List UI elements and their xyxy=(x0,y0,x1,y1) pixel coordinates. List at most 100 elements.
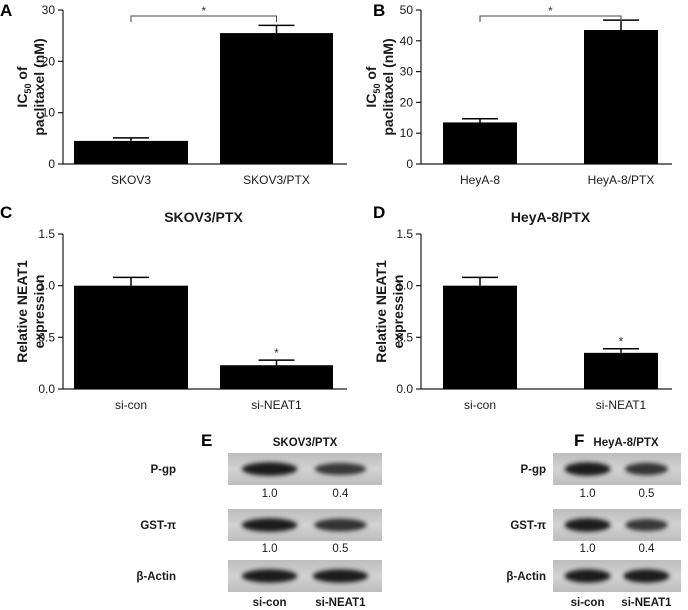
lane-label: si-NEAT1 xyxy=(315,597,366,609)
y-axis-label: Relative NEAT1expression xyxy=(373,260,406,363)
lane-label: si-con xyxy=(571,597,605,609)
blot-band xyxy=(312,569,369,583)
bar-si-neat1 xyxy=(220,365,333,389)
significance-star: * xyxy=(548,4,553,18)
y-axis-label-sub: 50 xyxy=(372,84,382,94)
blot-row-label: P-gp xyxy=(520,464,546,476)
y-tick-label: 20 xyxy=(42,54,56,68)
chart-panel-d: D HeyA-8/PTX 0.0 0.5 1.0 1.5 Relative NEAT1exp… xyxy=(373,203,672,412)
y-axis-label-rest: of xyxy=(14,66,30,83)
blot-band xyxy=(564,518,611,532)
y-tick-label: 0.5 xyxy=(38,330,55,344)
x-tick-label: SKOV3 xyxy=(111,173,151,187)
x-tick-label: SKOV3/PTX xyxy=(243,173,310,187)
x-tick-label: HeyA-8/PTX xyxy=(588,173,655,187)
significance-bracket xyxy=(479,15,622,22)
blot-row-p-gp: P-gp 1.0 0.4 xyxy=(150,453,382,500)
blot-band xyxy=(241,569,298,583)
x-tick-label: si-NEAT1 xyxy=(596,398,647,412)
blot-band xyxy=(314,518,367,532)
blot-band xyxy=(314,462,367,476)
blot-row--actin: β-Actin xyxy=(506,560,681,592)
blot-row-label: β-Actin xyxy=(506,571,546,583)
band-quantification: 0.5 xyxy=(638,488,654,500)
blot-band xyxy=(623,569,670,583)
y-axis-label-line1: IC50 of xyxy=(363,66,382,107)
significance-star: * xyxy=(201,4,206,18)
blot-row-p-gp: P-gp 1.0 0.5 xyxy=(520,453,681,500)
y-axis-label-line1: Relative NEAT1 xyxy=(373,260,389,363)
bar-si-neat1 xyxy=(584,352,658,389)
y-axis-label: Relative NEAT1expression xyxy=(14,260,47,363)
western-blot-panel-e: E SKOV3/PTX P-gp 1.0 0.4 GST-π 1.0 0.5 β-Actin si… xyxy=(136,431,382,609)
blot-row-gst-: GST-π 1.0 0.5 xyxy=(140,509,382,555)
y-axis-label-ic: IC xyxy=(363,94,379,108)
bar-si-con xyxy=(74,285,188,389)
y-tick-label: 40 xyxy=(400,34,414,48)
y-axis-label-sub: 50 xyxy=(23,84,33,94)
y-axis-label-line2: paclitaxel (nM) xyxy=(380,38,396,135)
y-tick-label: 30 xyxy=(42,3,56,17)
blot-band xyxy=(241,462,298,476)
y-tick-label: 10 xyxy=(42,106,56,120)
blot-band xyxy=(564,569,611,583)
significance-star: * xyxy=(619,335,624,349)
lane-label: si-con xyxy=(253,597,287,609)
blot-band xyxy=(624,462,669,476)
y-tick-label: 0.0 xyxy=(38,382,55,396)
blot-title: SKOV3/PTX xyxy=(273,437,338,449)
significance-bracket xyxy=(130,15,277,22)
chart-panel-a: A 0 10 20 30 IC50 ofpaclitaxel (nM) SKOV3 SKOV3… xyxy=(0,1,347,187)
blot-row-label: β-Actin xyxy=(136,571,176,583)
y-axis-label-rest: of xyxy=(363,66,379,83)
significance-star: * xyxy=(274,346,279,360)
bar-skov3-ptx xyxy=(220,33,333,164)
blot-band xyxy=(241,518,298,532)
x-tick-label: si-con xyxy=(464,398,496,412)
y-tick-label: 20 xyxy=(400,95,414,109)
y-tick-label: 0 xyxy=(406,157,413,171)
lane-label: si-NEAT1 xyxy=(621,597,672,609)
y-axis-label-line2: paclitaxel (nM) xyxy=(31,38,47,135)
band-quantification: 1.0 xyxy=(580,488,596,500)
y-axis-label-line1: Relative NEAT1 xyxy=(14,260,30,363)
chart-title: HeyA-8/PTX xyxy=(511,209,591,225)
y-axis-label: IC50 ofpaclitaxel (nM) xyxy=(363,38,396,135)
band-quantification: 0.4 xyxy=(638,543,655,555)
band-quantification: 0.5 xyxy=(332,543,348,555)
y-axis-label-line1: IC50 of xyxy=(14,66,33,107)
panel-letter: B xyxy=(373,1,385,20)
bar-skov3 xyxy=(74,140,188,164)
band-quantification: 0.4 xyxy=(332,488,349,500)
y-tick-label: 1.5 xyxy=(396,227,413,241)
y-tick-label: 10 xyxy=(400,126,414,140)
bar-si-con xyxy=(443,285,517,389)
blot-band xyxy=(625,518,668,532)
y-tick-label: 0.5 xyxy=(396,330,413,344)
blot-title: HeyA-8/PTX xyxy=(593,437,659,449)
x-tick-label: si-NEAT1 xyxy=(251,398,302,412)
blot-row-gst-: GST-π 1.0 0.4 xyxy=(510,509,681,555)
y-axis-label-ic: IC xyxy=(14,94,30,108)
panel-letter: E xyxy=(201,431,212,450)
western-blot-panel-f: F HeyA-8/PTX P-gp 1.0 0.5 GST-π 1.0 0.4 β-Actin s… xyxy=(506,431,681,609)
y-axis-label: IC50 ofpaclitaxel (nM) xyxy=(14,38,47,135)
y-tick-label: 50 xyxy=(400,3,414,17)
y-tick-label: 1.0 xyxy=(396,279,413,293)
western-blots-layer: E SKOV3/PTX P-gp 1.0 0.4 GST-π 1.0 0.5 β-Actin si… xyxy=(136,431,681,609)
y-tick-label: 1.5 xyxy=(38,227,55,241)
panel-letter: C xyxy=(0,203,12,222)
blot-band xyxy=(564,462,611,476)
chart-panel-c: C SKOV3/PTX 0.0 0.5 1.0 1.5 Relative NEAT1expr… xyxy=(0,203,347,412)
y-tick-label: 0 xyxy=(48,157,55,171)
blot-row-label: GST-π xyxy=(510,520,546,532)
y-tick-label: 1.0 xyxy=(38,279,55,293)
x-tick-label: si-con xyxy=(115,398,147,412)
y-axis-label-line2: expression xyxy=(390,275,406,349)
y-tick-label: 30 xyxy=(400,65,414,79)
x-tick-label: HeyA-8 xyxy=(460,173,500,187)
bar-heya-8-ptx xyxy=(584,30,658,164)
band-quantification: 1.0 xyxy=(580,543,596,555)
